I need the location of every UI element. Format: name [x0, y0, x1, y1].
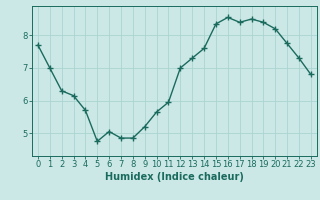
X-axis label: Humidex (Indice chaleur): Humidex (Indice chaleur): [105, 172, 244, 182]
